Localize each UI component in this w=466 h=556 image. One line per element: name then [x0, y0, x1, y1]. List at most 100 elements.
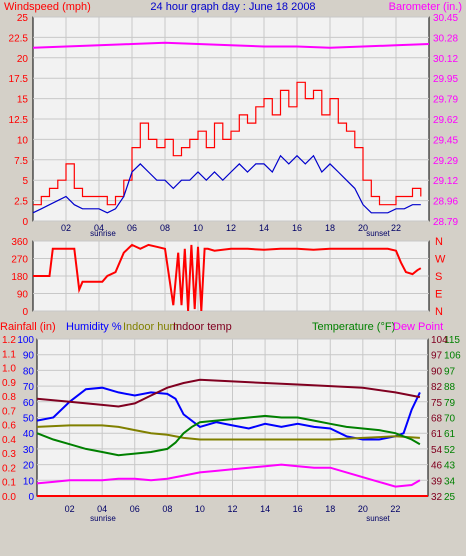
direction-grid [33, 240, 429, 312]
humidity-tick-90: 90 [23, 351, 35, 362]
humidity-tick-70: 70 [23, 382, 35, 393]
humidity-tick-30: 30 [23, 445, 35, 456]
rainfall-tick-0.8: 0.8 [2, 392, 16, 403]
wind-hour-tick-10: 10 [193, 223, 203, 233]
barometer-tick-29.45: 29.45 [433, 135, 458, 146]
rainfall-tick-0.4: 0.4 [2, 435, 16, 446]
barometer-axis-title: Barometer (in.) [389, 1, 462, 13]
climate-hour-tick-06: 06 [130, 504, 140, 514]
indoor-temp-tick-68: 68 [431, 414, 443, 425]
humidity-tick-40: 40 [23, 429, 35, 440]
temperature-axis-title: Temperature (°F) [312, 321, 395, 333]
indoor-temp-ticks: 32 39 46 54 61 68 75 82 90 97 104 [431, 335, 448, 503]
barometer-tick-30.28: 30.28 [433, 33, 458, 44]
windspeed-ticks: 0 2.5 5 7.5 10 12.5 15 17.5 20 22.5 25 [9, 13, 29, 228]
temperature-tick-25: 25 [444, 492, 456, 503]
indoor-temp-tick-54: 54 [431, 445, 443, 456]
indoor-temp-tick-90: 90 [431, 366, 443, 377]
climate-hour-tick-16: 16 [293, 504, 303, 514]
barometer-tick-30.12: 30.12 [433, 54, 458, 65]
climate-series [36, 378, 428, 497]
humidity-axis-title: Humidity % [66, 321, 122, 333]
indoor-temp-tick-75: 75 [431, 398, 443, 409]
direction-tick-360: 360 [11, 237, 28, 248]
rainfall-tick-0.3: 0.3 [2, 449, 16, 460]
temperature-tick-115: 115 [444, 335, 460, 346]
sunset-label: sunset [366, 229, 390, 238]
rainfall-tick-1.1: 1.1 [2, 349, 16, 360]
barometer-tick-29.62: 29.62 [433, 115, 458, 126]
windspeed-tick-7.5: 7.5 [14, 156, 28, 167]
wind-hour-tick-20: 20 [358, 223, 368, 233]
wind-hour-tick-04: 04 [94, 223, 104, 233]
wind-hour-tick-22: 22 [391, 223, 401, 233]
chart-title: 24 hour graph day : June 18 2008 [150, 1, 315, 13]
barometer-tick-30.45: 30.45 [433, 13, 458, 24]
wind-barometer-panel: Windspeed (mph) 24 hour graph day : June… [4, 1, 462, 238]
barometer-tick-28.79: 28.79 [433, 217, 458, 228]
indoor-temp-tick-104: 104 [431, 335, 448, 346]
climate-hour-tick-12: 12 [227, 504, 237, 514]
rainfall-tick-0.2: 0.2 [2, 463, 16, 474]
cardinal-tick-W: W [435, 254, 446, 266]
rainfall-tick-1.2: 1.2 [2, 335, 16, 346]
indoor-temp-line [36, 378, 421, 408]
wind-hour-tick-08: 08 [160, 223, 170, 233]
cardinal-tick-E: E [435, 289, 442, 301]
windspeed-tick-22.5: 22.5 [9, 33, 29, 44]
cardinal-tick-N: N [435, 306, 443, 318]
windspeed-axis-title: Windspeed (mph) [4, 1, 91, 13]
barometer-line [32, 41, 430, 49]
rainfall-tick-0.9: 0.9 [2, 378, 16, 389]
temperature-tick-34: 34 [444, 476, 456, 487]
barometer-tick-28.96: 28.96 [433, 197, 458, 208]
windspeed-tick-15: 15 [17, 95, 29, 106]
temperature-tick-70: 70 [444, 414, 456, 425]
direction-tick-90: 90 [17, 290, 29, 301]
windspeed-tick-25: 25 [17, 13, 29, 24]
humidity-tick-50: 50 [23, 414, 35, 425]
wind-x-ticks: 02 04 06 08 10 12 14 16 18 20 22 [61, 223, 401, 233]
direction-tick-180: 180 [11, 272, 28, 283]
climate-hour-tick-14: 14 [260, 504, 270, 514]
windspeed-tick-0: 0 [22, 217, 28, 228]
windspeed-tick-17.5: 17.5 [9, 74, 29, 85]
wind-hour-tick-02: 02 [61, 223, 71, 233]
sunrise-label: sunrise [90, 229, 116, 238]
sunrise-label-bottom: sunrise [90, 514, 116, 523]
humidity-tick-0: 0 [28, 492, 34, 503]
humidity-tick-20: 20 [23, 461, 35, 472]
windspeed-tick-12.5: 12.5 [9, 115, 29, 126]
rainfall-axis-title: Rainfall (in) [0, 321, 56, 333]
climate-hour-tick-04: 04 [97, 504, 107, 514]
cardinal-tick-N: N [435, 236, 443, 248]
rainfall-tick-0.7: 0.7 [2, 406, 16, 417]
climate-hour-tick-20: 20 [358, 504, 368, 514]
rainfall-tick-1.0: 1.0 [2, 364, 16, 375]
temperature-ticks: 25 34 43 52 61 70 79 88 97 106 115 [444, 335, 461, 503]
indoor-temp-tick-82: 82 [431, 382, 443, 393]
temperature-tick-61: 61 [444, 429, 456, 440]
humidity-tick-10: 10 [23, 476, 35, 487]
temperature-tick-97: 97 [444, 366, 456, 377]
rainfall-tick-0.6: 0.6 [2, 421, 16, 432]
direction-series [33, 243, 422, 312]
wind-series [32, 41, 430, 214]
cardinal-tick-S: S [435, 271, 442, 283]
indoor-temp-axis-title: Indoor temp [173, 321, 232, 333]
indoor-hum-line [36, 424, 420, 441]
climate-hour-tick-08: 08 [162, 504, 172, 514]
indoor-temp-tick-46: 46 [431, 461, 443, 472]
wind-hour-tick-14: 14 [259, 223, 269, 233]
barometer-ticks: 28.79 28.96 29.12 29.29 29.45 29.62 29.79 29.95… [433, 13, 458, 228]
indoor-temp-tick-61: 61 [431, 429, 443, 440]
climate-hour-tick-10: 10 [195, 504, 205, 514]
humidity-tick-100: 100 [17, 335, 34, 346]
rainfall-ticks: 0.0 0.1 0.2 0.3 0.4 0.6 0.7 0.8 0.9 1.0 1.1 1.2 [2, 335, 16, 503]
temperature-tick-43: 43 [444, 461, 456, 472]
rainfall-tick-0.0: 0.0 [2, 492, 16, 503]
wind-hour-tick-06: 06 [127, 223, 137, 233]
